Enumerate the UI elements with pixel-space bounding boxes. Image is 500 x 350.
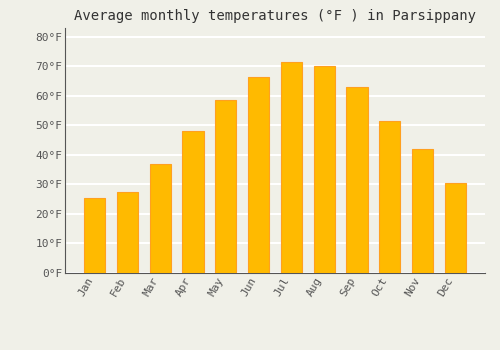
Bar (346, 87, 368, 273)
Bar (314, 66, 335, 273)
Bar (280, 62, 302, 273)
Title: Average monthly temperatures (°F ) in Parsippany: Average monthly temperatures (°F ) in Pa… (74, 9, 476, 23)
Bar (248, 77, 270, 273)
Bar (182, 131, 204, 273)
Bar (84, 198, 106, 273)
Bar (444, 183, 466, 273)
Bar (117, 192, 138, 273)
Bar (379, 121, 400, 273)
Bar (215, 100, 236, 273)
Bar (150, 164, 171, 273)
Bar (412, 149, 433, 273)
